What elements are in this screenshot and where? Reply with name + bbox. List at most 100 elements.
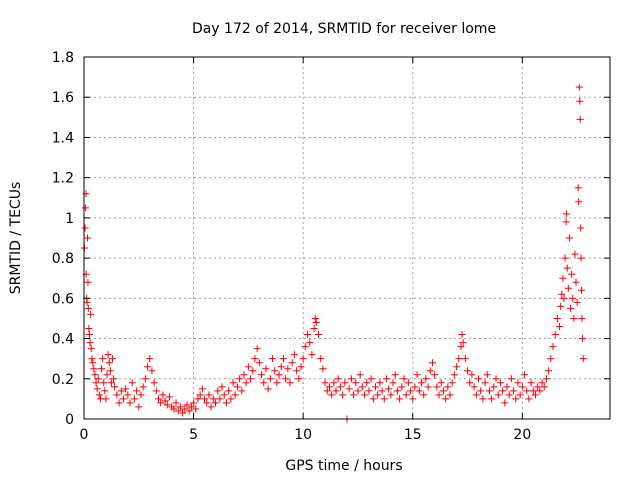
- grid-layer: [84, 57, 610, 419]
- data-point: [152, 387, 160, 395]
- x-tick-label: 10: [294, 427, 312, 443]
- data-point: [470, 383, 478, 391]
- data-point: [89, 359, 97, 367]
- data-point: [578, 314, 586, 322]
- data-point: [279, 355, 287, 363]
- data-point: [577, 224, 585, 232]
- y-tick-label: 0.8: [52, 251, 74, 267]
- data-point: [306, 339, 314, 347]
- data-point: [334, 375, 342, 383]
- data-point: [490, 383, 498, 391]
- y-tick-label: 0: [65, 412, 74, 428]
- data-point: [190, 399, 198, 407]
- data-point: [391, 371, 399, 379]
- data-point: [426, 367, 434, 375]
- data-point: [290, 351, 298, 359]
- data-point: [159, 391, 167, 399]
- data-point: [363, 379, 371, 387]
- data-point: [86, 339, 94, 347]
- data-point: [558, 290, 566, 298]
- data-point: [103, 371, 111, 379]
- data-point: [119, 395, 127, 403]
- data-point: [559, 274, 567, 282]
- data-point: [534, 383, 542, 391]
- data-point: [319, 365, 327, 373]
- data-point: [258, 371, 266, 379]
- data-point: [547, 355, 555, 363]
- data-point: [111, 383, 119, 391]
- data-point: [577, 254, 585, 262]
- data-point: [545, 367, 553, 375]
- data-point: [146, 355, 154, 363]
- data-point: [293, 367, 301, 375]
- data-point: [179, 409, 187, 417]
- data-point: [299, 355, 307, 363]
- data-point: [494, 391, 502, 399]
- data-point: [361, 391, 369, 399]
- data-point: [402, 391, 410, 399]
- data-point: [249, 367, 257, 375]
- data-point: [155, 395, 163, 403]
- data-point: [144, 363, 152, 371]
- data-point: [286, 379, 294, 387]
- data-point: [266, 375, 274, 383]
- data-point: [570, 314, 578, 322]
- data-point: [124, 391, 132, 399]
- data-point: [579, 335, 587, 343]
- data-point: [576, 115, 584, 123]
- data-point: [183, 401, 191, 409]
- data-point: [483, 371, 491, 379]
- data-point: [437, 379, 445, 387]
- data-point: [404, 379, 412, 387]
- data-point: [457, 343, 465, 351]
- data-point: [201, 395, 209, 403]
- data-point: [253, 345, 261, 353]
- data-point: [475, 375, 482, 383]
- data-point: [113, 391, 121, 399]
- data-point: [187, 403, 195, 411]
- data-point: [81, 224, 89, 232]
- data-point: [562, 218, 570, 226]
- data-point: [352, 379, 360, 387]
- data-point: [87, 310, 95, 318]
- data-point: [262, 365, 270, 373]
- data-point: [284, 365, 292, 373]
- data-point: [231, 391, 239, 399]
- data-point: [288, 359, 296, 367]
- data-point: [479, 395, 487, 403]
- data-point: [505, 391, 513, 399]
- data-point: [94, 375, 102, 383]
- data-point: [87, 345, 95, 353]
- data-point: [135, 403, 143, 411]
- data-point: [325, 383, 333, 391]
- data-point: [192, 405, 200, 413]
- data-point: [225, 387, 233, 395]
- data-point: [387, 391, 395, 399]
- data-point: [507, 375, 515, 383]
- data-point: [464, 367, 472, 375]
- data-point: [130, 395, 138, 403]
- data-point: [579, 355, 587, 363]
- data-point: [271, 367, 279, 375]
- data-point: [205, 391, 213, 399]
- data-point: [492, 375, 500, 383]
- data-point: [448, 379, 456, 387]
- data-point: [529, 387, 537, 395]
- x-tick-label: 20: [513, 427, 531, 443]
- data-point: [88, 355, 96, 363]
- data-point: [174, 407, 182, 415]
- data-point: [106, 367, 114, 375]
- data-point: [563, 210, 571, 218]
- data-point: [488, 395, 496, 403]
- data-point: [108, 355, 116, 363]
- data-point: [341, 379, 349, 387]
- data-point: [84, 304, 92, 312]
- data-point: [110, 375, 118, 383]
- data-point: [411, 383, 419, 391]
- data-point: [551, 331, 559, 339]
- data-point: [84, 234, 92, 242]
- data-point: [575, 198, 583, 206]
- data-point: [181, 405, 189, 413]
- data-point: [90, 365, 98, 373]
- data-point: [521, 371, 529, 379]
